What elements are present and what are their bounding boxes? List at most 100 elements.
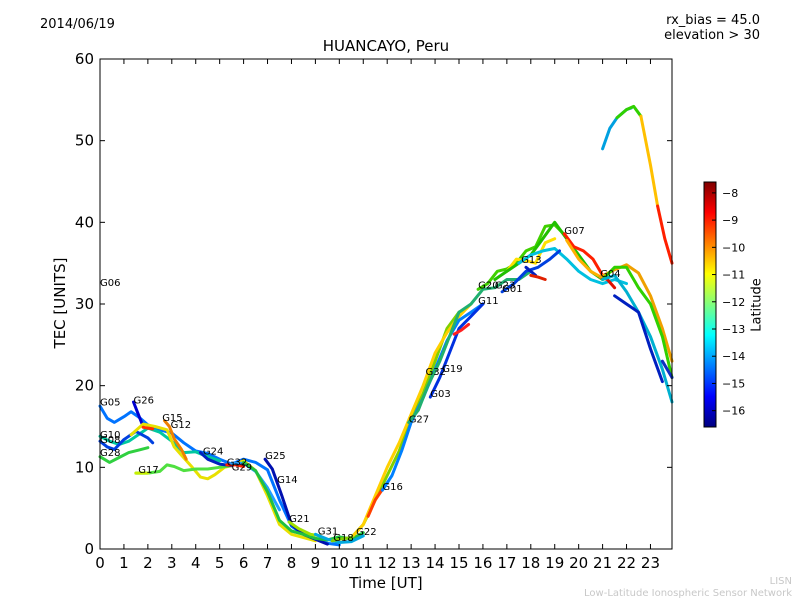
rx-bias-label: rx_bias = 45.0 xyxy=(666,13,760,28)
tec-series-30 xyxy=(529,273,547,281)
satellite-label-g29: G29 xyxy=(232,463,252,474)
colorbar-tick-label: −16 xyxy=(722,405,745,418)
satellite-label-g08: G08 xyxy=(100,435,120,446)
y-tick-label: 30 xyxy=(75,295,94,313)
colorbar-tick-label: −9 xyxy=(722,214,738,227)
x-axis-label: Time [UT] xyxy=(349,574,423,592)
satellite-label-g10: G10 xyxy=(100,430,120,441)
tec-series-17 xyxy=(330,310,461,543)
tec-series-19 xyxy=(366,487,384,518)
satellite-label-g31: G31 xyxy=(318,526,338,537)
satellite-label-g17: G17 xyxy=(138,465,158,476)
satellite-label-g26: G26 xyxy=(134,396,154,407)
x-tick-label: 13 xyxy=(402,554,421,572)
satellite-label-g12: G12 xyxy=(171,420,191,431)
x-tick-label: 10 xyxy=(330,554,349,572)
elevation-label: elevation > 30 xyxy=(664,28,760,43)
satellite-label-g25: G25 xyxy=(265,451,285,462)
satellite-label-g06: G06 xyxy=(100,278,120,289)
y-tick-label: 40 xyxy=(75,213,94,231)
y-tick-label: 0 xyxy=(84,540,94,558)
tec-series-8 xyxy=(134,463,234,475)
colorbar xyxy=(703,181,717,428)
x-tick-label: 16 xyxy=(473,554,492,572)
colorbar-tick-label: −15 xyxy=(722,377,745,390)
tec-series-14 xyxy=(242,460,365,542)
satellite-label-g27: G27 xyxy=(409,414,429,425)
x-tick-label: 9 xyxy=(311,554,321,572)
x-tick-label: 23 xyxy=(641,554,660,572)
tec-series-21 xyxy=(407,269,533,424)
x-tick-label: 3 xyxy=(167,554,177,572)
colorbar-tick-label: −8 xyxy=(722,187,738,200)
x-tick-label: 8 xyxy=(287,554,297,572)
chart-title: HUANCAYO, Peru xyxy=(322,37,450,55)
tec-series-4 xyxy=(132,400,145,428)
x-tick-label: 1 xyxy=(119,554,129,572)
tec-series-5 xyxy=(129,422,317,543)
satellite-label-g14: G14 xyxy=(277,475,297,486)
tec-series-24 xyxy=(476,223,566,291)
satellite-label-g16: G16 xyxy=(382,482,402,493)
tec-series-34 xyxy=(598,263,674,363)
tec-series-11 xyxy=(225,463,246,468)
tec-series-35 xyxy=(601,265,674,379)
tec-series-23 xyxy=(452,322,471,336)
tec-series-40 xyxy=(615,104,643,120)
tec-series-7 xyxy=(163,419,188,461)
satellite-label-g32: G32 xyxy=(426,367,446,378)
satellite-label-g28: G28 xyxy=(100,448,120,459)
parameters-label: rx_bias = 45.0 elevation > 30 xyxy=(664,13,760,43)
satellite-label-g07: G07 xyxy=(564,226,584,237)
satellite-label-g04: G04 xyxy=(600,269,620,280)
y-tick-label: 50 xyxy=(75,132,94,150)
satellite-label-g15: G15 xyxy=(162,413,182,424)
tec-series-28 xyxy=(500,249,561,294)
colorbar-tick-label: −12 xyxy=(722,296,745,309)
tec-series-42 xyxy=(656,204,674,265)
credit-long: Low-Latitude Ionospheric Sensor Network xyxy=(584,588,792,599)
tec-series-2 xyxy=(98,429,155,451)
tec-series-31 xyxy=(562,232,605,277)
colorbar-tick-label: −14 xyxy=(722,350,745,363)
colorbar-tick-label: −11 xyxy=(722,269,745,282)
date-label: 2014/06/19 xyxy=(40,17,115,32)
tec-series-6 xyxy=(141,425,155,431)
x-tick-label: 17 xyxy=(497,554,516,572)
x-tick-label: 12 xyxy=(378,554,397,572)
y-tick-label: 10 xyxy=(75,458,94,476)
tec-series-16 xyxy=(313,532,365,544)
satellite-label-g03: G03 xyxy=(430,389,450,400)
tec-series-37 xyxy=(613,294,664,384)
satellite-label-g32: G32 xyxy=(227,458,247,469)
satellite-label-g13: G13 xyxy=(521,255,541,266)
y-tick-label: 20 xyxy=(75,377,94,395)
satellite-label-g21: G21 xyxy=(289,514,309,525)
tec-series-22 xyxy=(428,302,485,399)
x-tick-label: 22 xyxy=(617,554,636,572)
x-tick-label: 6 xyxy=(239,554,249,572)
x-tick-label: 19 xyxy=(545,554,564,572)
tec-series-32 xyxy=(565,238,605,280)
tec-series-29 xyxy=(524,265,538,277)
axes: 0 1 2 3 4 5 6 7 8 9 10 11 12 13 14 15 16 17 18 19 20 21 22 2301… xyxy=(75,50,672,572)
satellite-label-g05: G05 xyxy=(100,397,120,408)
tec-series-39 xyxy=(601,106,633,151)
satellite-label-g24: G24 xyxy=(203,446,223,457)
x-tick-label: 11 xyxy=(354,554,373,572)
colorbar-tick-label: −10 xyxy=(722,241,745,254)
x-tick-label: 5 xyxy=(215,554,225,572)
x-tick-label: 2 xyxy=(143,554,153,572)
y-tick-label: 60 xyxy=(75,50,94,68)
satellite-label-g11: G11 xyxy=(478,296,498,307)
credit-text: LISN Low-Latitude Ionospheric Sensor Net… xyxy=(584,576,792,600)
tec-series-41 xyxy=(639,114,660,208)
x-tick-label: 18 xyxy=(521,554,540,572)
x-tick-label: 21 xyxy=(593,554,612,572)
colorbar-tick-label: −13 xyxy=(722,323,745,336)
series-layer xyxy=(98,104,674,547)
x-tick-label: 20 xyxy=(569,554,588,572)
tec-series-3 xyxy=(98,446,150,464)
